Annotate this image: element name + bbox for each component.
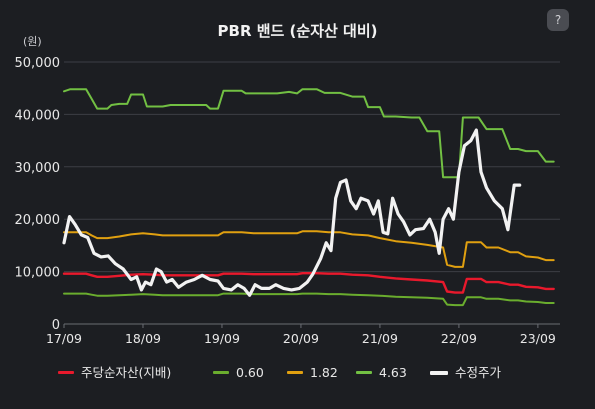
x-tick-label: 21/09 [362,331,398,346]
series-line-price [62,128,522,297]
legend-swatch-pbr-182 [287,371,303,374]
legend-item-bps[interactable]: 주당순자산(지배) [58,362,171,384]
help-icon[interactable]: ? [547,9,569,31]
legend-label-pbr-060: 0.60 [236,365,264,380]
y-tick-label: 30,000 [15,161,61,176]
x-tick-label: 20/09 [283,331,319,346]
legend-label-price: 수정주가 [455,365,502,380]
legend-label-bps: 주당순자산(지배) [81,365,172,380]
series-line-bps [62,272,555,294]
chart-title: PBR 밴드 (순자산 대비) [217,22,378,40]
y-tick-label: 0 [52,318,60,333]
legend-swatch-price [430,370,448,375]
y-axis-unit-label: (원) [23,35,42,48]
x-tick-label: 23/09 [520,331,556,346]
legend-label-pbr-463: 4.63 [379,365,407,380]
legend-item-pbr-182[interactable]: 1.82 [287,362,338,384]
y-tick-label: 40,000 [15,108,61,123]
legend-item-pbr-463[interactable]: 4.63 [356,362,407,384]
x-tick-label: 17/09 [46,331,82,346]
legend-swatch-pbr-060 [213,371,229,374]
series-line-pbr_182 [63,230,555,268]
y-tick-label: 20,000 [15,213,61,228]
x-tick-label: 19/09 [204,331,240,346]
legend: 주당순자산(지배) 0.60 1.82 4.63 수정주가 [0,362,595,384]
legend-swatch-bps [58,371,74,374]
y-tick-label: 50,000 [15,56,61,71]
legend-item-price[interactable]: 수정주가 [430,362,501,384]
legend-label-pbr-182: 1.82 [310,365,338,380]
series-line-pbr_060 [63,292,555,307]
y-tick-label: 10,000 [15,266,61,281]
legend-swatch-pbr-463 [356,371,372,374]
series-line-pbr_463 [63,88,555,179]
x-tick-label: 18/09 [125,331,161,346]
x-tick-label: 22/09 [441,331,477,346]
legend-item-pbr-060[interactable]: 0.60 [213,362,264,384]
